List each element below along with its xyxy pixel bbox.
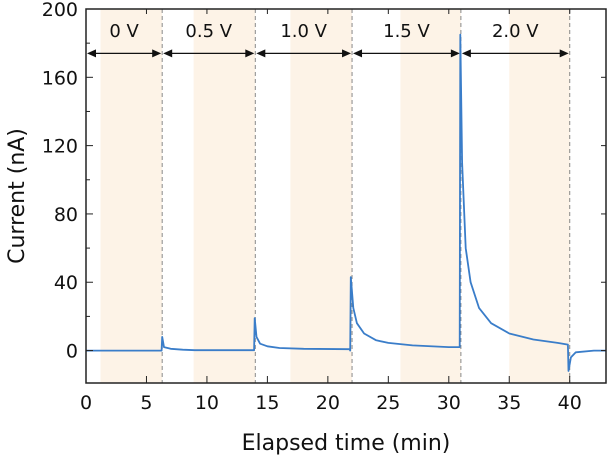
shaded-interval <box>193 9 256 383</box>
current-series-line <box>86 33 606 372</box>
arrow-head-right <box>245 49 255 58</box>
x-tick-label: 10 <box>195 392 219 414</box>
y-tick-label: 40 <box>54 272 78 294</box>
x-tick-label: 20 <box>316 392 340 414</box>
arrow-head-right <box>152 49 162 58</box>
voltage-label: 0 V <box>109 21 139 42</box>
arrow-head-left <box>353 49 363 58</box>
arrow-head-left <box>163 49 173 58</box>
x-tick-label: 35 <box>497 392 521 414</box>
y-tick-label: 160 <box>42 67 78 89</box>
shaded-interval <box>400 9 461 383</box>
x-tick-label: 25 <box>376 392 400 414</box>
shaded-interval <box>509 9 570 383</box>
x-tick-label: 15 <box>255 392 279 414</box>
y-tick-label: 120 <box>42 136 78 158</box>
arrow-head-left <box>87 49 96 58</box>
arrow-head-left <box>461 49 471 58</box>
y-tick-label: 200 <box>42 0 78 21</box>
y-tick-label: 80 <box>54 204 78 226</box>
x-axis-label: Elapsed time (min) <box>242 431 451 456</box>
arrow-head-left <box>256 49 266 58</box>
plot-frame <box>85 8 607 384</box>
x-tick-label: 0 <box>80 392 92 414</box>
arrow-head-right <box>342 49 352 58</box>
x-tick-label: 40 <box>558 392 582 414</box>
shaded-interval <box>100 9 163 383</box>
arrow-head-right <box>450 49 460 58</box>
voltage-label: 0.5 V <box>185 21 232 42</box>
voltage-label: 2.0 V <box>492 21 539 42</box>
y-axis-label: Current (nA) <box>5 128 30 264</box>
arrow-head-right <box>559 49 569 58</box>
x-tick-label: 5 <box>140 392 152 414</box>
shaded-interval <box>290 9 353 383</box>
voltage-label: 1.5 V <box>383 21 430 42</box>
x-tick-label: 30 <box>437 392 461 414</box>
y-tick-label: 0 <box>66 341 78 363</box>
voltage-label: 1.0 V <box>280 21 327 42</box>
